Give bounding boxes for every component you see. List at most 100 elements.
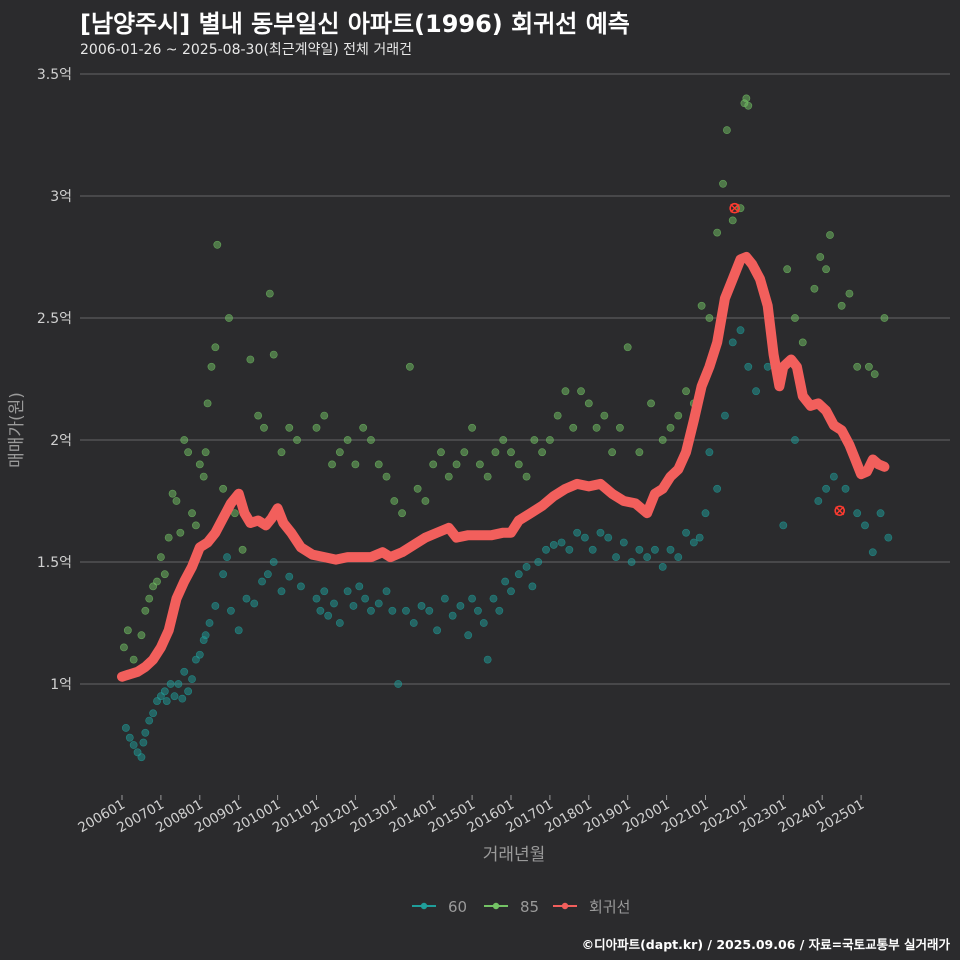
- data-point-60: [149, 709, 158, 718]
- data-point-60: [464, 631, 473, 640]
- legend-item-회귀선: 회귀선: [553, 898, 630, 916]
- data-point-85: [320, 411, 329, 420]
- data-point-60: [876, 509, 885, 518]
- data-point-85: [722, 126, 731, 135]
- data-point-85: [203, 399, 212, 408]
- data-point-85: [452, 460, 461, 469]
- data-point-60: [139, 738, 148, 747]
- data-point-60: [223, 553, 231, 562]
- data-point-60: [752, 387, 760, 396]
- data-point-60: [884, 533, 893, 542]
- x-axis-label: 거래년월: [483, 845, 546, 865]
- data-point-60: [174, 680, 183, 688]
- data-point-85: [483, 472, 492, 481]
- data-point-85: [192, 521, 200, 530]
- data-point-60: [721, 411, 729, 420]
- data-point-85: [199, 472, 208, 481]
- data-point-85: [180, 436, 189, 444]
- data-point-85: [816, 253, 825, 261]
- data-point-60: [258, 577, 266, 586]
- data-point-85: [623, 343, 632, 352]
- data-point-60: [701, 509, 710, 518]
- data-point-60: [604, 533, 613, 542]
- data-point-85: [553, 411, 562, 420]
- data-point-85: [538, 448, 547, 457]
- data-point-85: [719, 179, 727, 188]
- data-point-85: [666, 423, 675, 432]
- data-point-60: [483, 655, 492, 664]
- data-point-85: [312, 423, 321, 432]
- data-point-60: [335, 619, 344, 627]
- data-point-60: [394, 680, 403, 688]
- data-point-60: [355, 582, 364, 591]
- data-point-60: [557, 538, 566, 547]
- legend-item-60: 60: [412, 898, 467, 916]
- data-point-85: [160, 570, 169, 579]
- data-point-85: [120, 643, 128, 652]
- data-point-60: [501, 577, 510, 586]
- legend-item-85: 85: [484, 898, 539, 916]
- data-point-85: [367, 436, 375, 444]
- data-point-85: [530, 436, 539, 444]
- data-point-85: [845, 289, 854, 298]
- legend-label: 회귀선: [589, 898, 630, 916]
- data-point-60: [728, 338, 737, 347]
- data-point-60: [316, 606, 325, 615]
- data-point-85: [141, 606, 150, 615]
- y-tick-label: 3.5억: [37, 67, 72, 83]
- data-point-85: [742, 94, 751, 103]
- data-point-60: [195, 650, 204, 659]
- scatter-points: [120, 94, 893, 762]
- data-point-60: [440, 594, 449, 603]
- data-point-85: [168, 489, 177, 498]
- grid-lines: [80, 73, 950, 685]
- data-point-60: [612, 553, 620, 562]
- data-point-85: [569, 423, 578, 432]
- data-point-85: [853, 362, 862, 371]
- data-point-60: [219, 570, 228, 579]
- data-point-85: [164, 533, 173, 542]
- data-point-60: [227, 606, 235, 615]
- data-point-85: [374, 460, 383, 469]
- data-point-60: [713, 484, 722, 493]
- data-point-60: [542, 545, 550, 554]
- data-point-60: [474, 606, 482, 615]
- highlight-marker-circle: [834, 505, 846, 517]
- data-point-60: [674, 553, 683, 562]
- data-point-60: [361, 594, 370, 603]
- data-point-85: [697, 301, 706, 310]
- data-point-60: [180, 667, 189, 676]
- data-point-85: [219, 484, 228, 493]
- data-point-85: [265, 289, 274, 298]
- data-point-60: [402, 606, 410, 615]
- data-point-85: [499, 436, 508, 444]
- regression-line-path: [117, 252, 890, 682]
- data-point-85: [713, 228, 722, 237]
- data-point-60: [643, 553, 652, 562]
- data-point-60: [763, 362, 772, 371]
- data-point-85: [468, 423, 476, 432]
- data-point-60: [565, 545, 574, 554]
- data-point-60: [705, 448, 714, 457]
- data-point-60: [277, 587, 286, 596]
- data-point-85: [880, 314, 889, 322]
- data-point-60: [409, 619, 418, 627]
- highlight-marker-cross: [730, 203, 740, 213]
- data-point-85: [522, 472, 531, 481]
- data-point-85: [285, 423, 294, 432]
- data-point-60: [178, 694, 187, 703]
- data-point-85: [201, 448, 210, 457]
- data-point-60: [534, 558, 543, 566]
- data-point-60: [205, 619, 214, 627]
- data-point-85: [129, 655, 138, 664]
- data-point-60: [330, 599, 338, 608]
- data-point-60: [627, 558, 636, 566]
- data-point-85: [728, 216, 737, 225]
- data-point-60: [145, 716, 154, 725]
- data-point-85: [647, 399, 655, 408]
- data-point-85: [491, 448, 500, 457]
- data-point-85: [600, 411, 609, 420]
- data-point-60: [285, 572, 294, 581]
- data-point-85: [514, 460, 523, 469]
- data-point-60: [596, 528, 605, 537]
